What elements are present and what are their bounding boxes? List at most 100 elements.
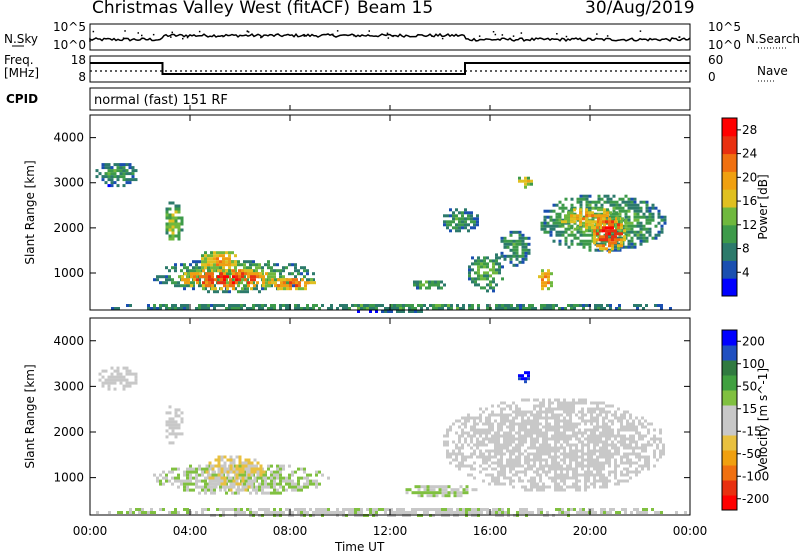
echo-cell xyxy=(208,467,212,471)
echo-cell xyxy=(522,511,525,514)
echo-cell xyxy=(165,423,169,427)
echo-cell xyxy=(201,479,204,483)
echo-cell xyxy=(243,275,246,279)
echo-cell xyxy=(614,476,617,480)
echo-cell xyxy=(533,455,536,459)
station-title: Christmas Valley West (fitACF) xyxy=(92,0,351,18)
echo-cell xyxy=(609,200,613,204)
echo-cell xyxy=(521,398,524,402)
echo-cell xyxy=(174,269,177,273)
echo-cell xyxy=(413,280,416,284)
echo-cell xyxy=(411,310,414,313)
echo-cell xyxy=(234,304,237,307)
echo-cell xyxy=(165,266,168,270)
echo-cell xyxy=(575,413,578,417)
echo-cell xyxy=(220,476,224,480)
echo-cell xyxy=(621,209,625,213)
echo-cell xyxy=(180,222,184,226)
echo-cell xyxy=(156,275,159,279)
echo-cell xyxy=(548,467,551,471)
echo-cell xyxy=(554,482,557,486)
echo-cell xyxy=(645,209,649,213)
echo-cell xyxy=(629,434,632,438)
echo-cell xyxy=(417,310,420,313)
echo-cell xyxy=(579,194,583,198)
echo-cell xyxy=(258,476,261,480)
echo-cell xyxy=(405,304,408,307)
echo-cell xyxy=(488,422,491,426)
echo-cell xyxy=(575,449,578,453)
echo-cell xyxy=(177,210,181,214)
echo-cell xyxy=(186,467,189,471)
echo-cell xyxy=(446,223,449,227)
echo-cell xyxy=(563,422,566,426)
echo-cell xyxy=(270,284,273,288)
echo-cell xyxy=(581,464,584,468)
echo-cell xyxy=(303,269,306,273)
echo-cell xyxy=(545,485,548,489)
echo-cell xyxy=(168,201,172,205)
echo-cell xyxy=(174,304,177,307)
echo-cell xyxy=(639,215,643,219)
echo-cell xyxy=(429,304,432,307)
echo-cell xyxy=(495,304,498,307)
echo-cell xyxy=(533,440,536,444)
echo-cell xyxy=(632,449,635,453)
echo-cell xyxy=(244,458,248,462)
echo-cell xyxy=(599,485,602,489)
echo-cell xyxy=(330,304,333,307)
echo-cell xyxy=(522,508,525,511)
echo-cell xyxy=(596,416,599,420)
echo-cell xyxy=(567,224,571,228)
echo-cell xyxy=(653,437,656,441)
echo-cell xyxy=(597,229,600,233)
echo-cell xyxy=(223,281,226,285)
echo-cell xyxy=(223,278,226,282)
echo-cell xyxy=(588,211,591,215)
echo-cell xyxy=(213,304,216,307)
echo-cell xyxy=(602,452,605,456)
echo-cell xyxy=(96,511,99,514)
nsearch-point xyxy=(556,33,558,35)
echo-cell xyxy=(515,443,518,447)
echo-cell xyxy=(171,216,175,220)
echo-cell xyxy=(570,206,574,210)
echo-cell xyxy=(497,476,500,480)
echo-cell xyxy=(584,422,587,426)
echo-cell xyxy=(192,284,195,288)
echo-cell xyxy=(554,455,557,459)
echo-cell xyxy=(557,428,560,432)
echo-cell xyxy=(597,197,601,201)
echo-cell xyxy=(563,461,566,465)
echo-cell xyxy=(516,511,519,514)
echo-cell xyxy=(512,416,515,420)
echo-cell xyxy=(555,203,559,207)
echo-cell xyxy=(443,214,446,218)
echo-cell xyxy=(620,226,623,230)
echo-cell xyxy=(545,407,548,411)
echo-cell xyxy=(614,443,617,447)
echo-cell xyxy=(177,237,181,241)
echo-cell xyxy=(569,443,572,447)
echo-cell xyxy=(279,473,282,477)
freq-unit-label: [MHz] xyxy=(4,66,40,80)
echo-cell xyxy=(561,307,564,310)
echo-cell xyxy=(213,284,216,288)
echo-cell xyxy=(584,488,587,492)
echo-cell xyxy=(244,278,247,282)
echo-cell xyxy=(225,508,228,511)
echo-cell xyxy=(327,511,330,514)
echo-cell xyxy=(536,434,539,438)
echo-cell xyxy=(470,416,473,420)
echo-cell xyxy=(500,239,504,243)
echo-cell xyxy=(548,410,551,414)
echo-cell xyxy=(229,461,233,465)
echo-cell xyxy=(247,461,251,465)
echo-cell xyxy=(419,280,422,284)
echo-cell xyxy=(477,256,480,260)
echo-cell xyxy=(558,206,562,210)
echo-cell xyxy=(273,485,276,489)
echo-cell xyxy=(171,234,175,238)
echo-cell xyxy=(186,307,189,310)
echo-cell xyxy=(605,229,608,233)
